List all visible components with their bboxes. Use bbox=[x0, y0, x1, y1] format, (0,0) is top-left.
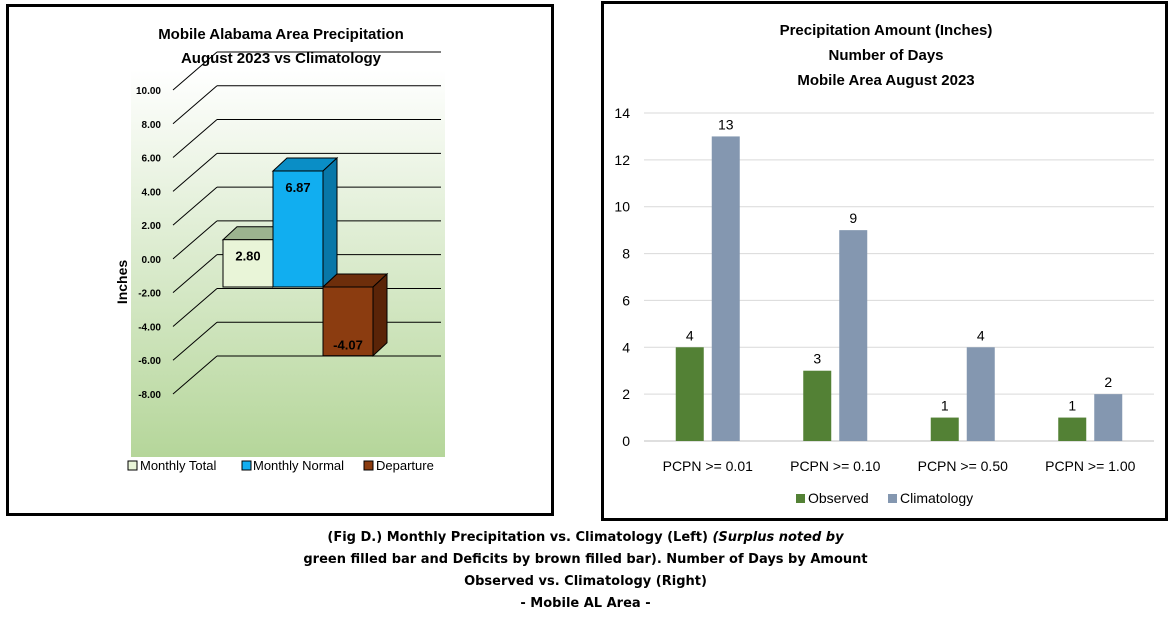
data-label: 4 bbox=[686, 327, 694, 343]
legend-label: Departure bbox=[376, 458, 434, 473]
y-tick-label: -8.00 bbox=[138, 390, 161, 401]
grid-line-depth bbox=[172, 119, 218, 158]
departure-bar-front bbox=[322, 286, 374, 357]
grid-line-depth bbox=[172, 254, 218, 294]
climatology-bar bbox=[966, 347, 995, 441]
data-label: 9 bbox=[849, 210, 857, 226]
right-chart-title-line1: Precipitation Amount (Inches) bbox=[780, 22, 993, 39]
y-tick-label: 6 bbox=[622, 292, 630, 308]
x-tick-label: PCPN >= 0.50 bbox=[918, 458, 1008, 474]
left-chart-title-line2: August 2023 vs Climatology bbox=[181, 50, 382, 67]
data-label: 2.80 bbox=[235, 249, 260, 264]
legend-label: Monthly Total bbox=[140, 458, 216, 473]
y-tick-label: -2.00 bbox=[138, 289, 161, 300]
legend-swatch bbox=[127, 460, 138, 471]
data-label: 1 bbox=[1068, 398, 1076, 414]
grid-line-depth bbox=[172, 51, 218, 91]
legend-swatch bbox=[796, 494, 805, 503]
grid-line-depth bbox=[172, 85, 218, 125]
monthly-normal-bar: 6.87 bbox=[271, 156, 339, 289]
legend-swatch bbox=[363, 460, 374, 471]
observed-bar bbox=[675, 347, 704, 441]
figure-caption-line4: - Mobile AL Area - bbox=[520, 596, 651, 611]
grid-line-depth bbox=[172, 186, 218, 226]
y-tick-label: -4.00 bbox=[138, 322, 161, 333]
monthly-total-bar-front bbox=[222, 239, 274, 288]
departure-bar-side bbox=[372, 272, 388, 357]
y-tick-label: 6.00 bbox=[142, 154, 162, 165]
data-label: 6.87 bbox=[285, 180, 310, 195]
y-tick-label: 2.00 bbox=[142, 221, 162, 232]
caption-line1-italic: (Surplus noted by bbox=[712, 530, 844, 545]
right-chart-panel: Precipitation Amount (Inches) Number of … bbox=[601, 1, 1168, 521]
right-chart-title-line2: Number of Days bbox=[828, 47, 943, 64]
grid-line-depth bbox=[172, 355, 218, 395]
grid-line-depth bbox=[172, 321, 218, 361]
left-chart-svg: Mobile Alabama Area Precipitation August… bbox=[114, 26, 445, 473]
y-tick-label: 14 bbox=[614, 105, 630, 121]
x-tick-label: PCPN >= 1.00 bbox=[1045, 458, 1135, 474]
right-chart-svg: Precipitation Amount (Inches) Number of … bbox=[614, 22, 1154, 506]
left-chart-title-line1: Mobile Alabama Area Precipitation bbox=[158, 26, 404, 43]
y-tick-label: 0.00 bbox=[142, 255, 162, 266]
right-chart-title-line3: Mobile Area August 2023 bbox=[797, 72, 974, 89]
figure-caption-line1: (Fig D.) Monthly Precipitation vs. Clima… bbox=[0, 527, 1171, 549]
data-label: -4.07 bbox=[333, 338, 363, 353]
caption-line1-bold: (Fig D.) Monthly Precipitation vs. Clima… bbox=[327, 530, 713, 545]
data-label: 2 bbox=[1104, 374, 1112, 390]
y-tick-label: 10.00 bbox=[136, 86, 161, 97]
y-axis-title: Inches bbox=[114, 260, 130, 305]
legend-label: Climatology bbox=[900, 490, 973, 506]
figure-caption-line3: Observed vs. Climatology (Right) bbox=[464, 574, 707, 589]
x-tick-label: PCPN >= 0.01 bbox=[663, 458, 753, 474]
y-tick-label: 4 bbox=[622, 339, 630, 355]
grid-line-depth bbox=[172, 220, 218, 260]
data-label: 3 bbox=[813, 351, 821, 367]
climatology-bar bbox=[711, 136, 740, 441]
data-label: 13 bbox=[718, 116, 734, 132]
observed-bar bbox=[930, 417, 959, 441]
monthly-normal-bar-front bbox=[272, 170, 324, 288]
figure-caption-line2: green filled bar and Deficits by brown f… bbox=[303, 552, 868, 567]
y-tick-label: 4.00 bbox=[142, 187, 162, 198]
data-label: 4 bbox=[977, 327, 985, 343]
legend-swatch bbox=[241, 460, 252, 471]
y-tick-label: 8.00 bbox=[142, 120, 162, 131]
departure-bar: -4.07 bbox=[321, 272, 389, 357]
observed-bar bbox=[1058, 417, 1087, 441]
grid-line-depth bbox=[172, 288, 218, 327]
left-chart-panel: Mobile Alabama Area Precipitation August… bbox=[6, 4, 554, 516]
y-tick-label: 12 bbox=[614, 152, 630, 168]
right-legend: Observed Climatology bbox=[796, 490, 973, 506]
y-tick-label: 10 bbox=[614, 199, 630, 215]
x-tick-label: PCPN >= 0.10 bbox=[790, 458, 880, 474]
legend-swatch bbox=[888, 494, 897, 503]
climatology-bar bbox=[1094, 394, 1123, 441]
grid-line-depth bbox=[172, 152, 218, 192]
monthly-normal-bar-side bbox=[322, 156, 338, 289]
left-legend: Monthly Total Monthly Normal Departure bbox=[127, 458, 434, 473]
y-tick-label: 8 bbox=[622, 246, 630, 262]
y-tick-label: 0 bbox=[622, 433, 630, 449]
legend-label: Monthly Normal bbox=[253, 458, 344, 473]
y-tick-label: 2 bbox=[622, 386, 630, 402]
y-tick-label: -6.00 bbox=[138, 356, 161, 367]
data-label: 1 bbox=[941, 398, 949, 414]
climatology-bar bbox=[839, 230, 868, 441]
observed-bar bbox=[803, 370, 832, 441]
legend-label: Observed bbox=[808, 490, 869, 506]
